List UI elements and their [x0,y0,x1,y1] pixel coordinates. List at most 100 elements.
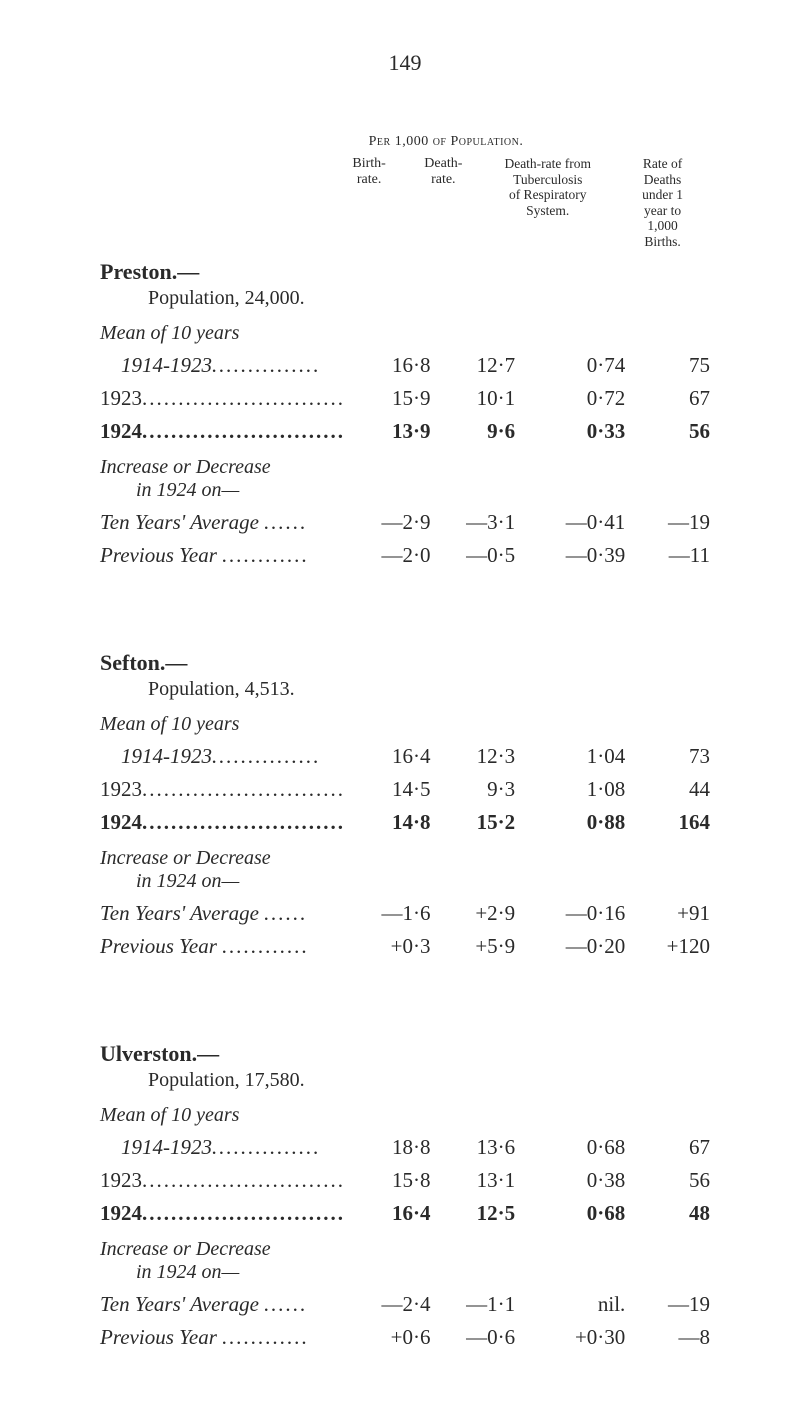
cell-c2: 9·6 [430,419,515,444]
cell-c1: 15·8 [350,1168,430,1193]
row-label: 1924............................ [100,810,350,835]
row-label: Ten Years' Average ...... [100,510,350,535]
row-label: Ten Years' Average ...... [100,901,350,926]
cell-c2: 15·2 [430,810,515,835]
cell-c2: —1·1 [430,1292,515,1317]
row-label: 1923............................ [100,1168,350,1193]
increase-decrease-sub: in 1924 on— [136,870,710,893]
row-label: 1914-1923............... [100,744,350,769]
row-label: Ten Years' Average ...... [100,1292,350,1317]
cell-c2: —3·1 [430,510,515,535]
cell-c1: +0·3 [350,934,430,959]
cell-c2: 12·7 [430,353,515,378]
row-label: 1923............................ [100,777,350,802]
cell-c2: +2·9 [430,901,515,926]
increase-decrease-label: Increase or Decrease [100,1238,710,1261]
population: Population, 17,580. [148,1069,710,1092]
cell-c3: —0·16 [515,901,625,926]
delta-row: Ten Years' Average ......—2·4—1·1nil.—19 [100,1292,710,1317]
cell-c3: —0·41 [515,510,625,535]
header-per-1000: Per 1,000 of Population. [332,134,560,150]
delta-row: Previous Year ............+0·6—0·6+0·30—… [100,1325,710,1350]
increase-decrease-sub: in 1924 on— [136,1261,710,1284]
data-row: 1923............................15·910·1… [100,386,710,411]
row-label: Previous Year ............ [100,934,350,959]
data-row: 1924............................16·412·5… [100,1201,710,1226]
population: Population, 4,513. [148,678,710,701]
sub-column-headers: Birth- rate. Death- rate. Death-rate fro… [100,156,710,249]
cell-c1: —2·4 [350,1292,430,1317]
delta-row: Previous Year ............—2·0—0·5—0·39—… [100,543,710,568]
cell-c1: 15·9 [350,386,430,411]
cell-c1: 14·8 [350,810,430,835]
cell-c1: 14·5 [350,777,430,802]
population: Population, 24,000. [148,287,710,310]
cell-c4: —8 [625,1325,710,1350]
cell-c3: nil. [515,1292,625,1317]
cell-c1: 13·9 [350,419,430,444]
city-block: Ulverston.—Population, 17,580. Mean of 10… [100,1041,710,1350]
data-row: 1923............................15·813·1… [100,1168,710,1193]
cell-c3: 0·74 [515,353,625,378]
city-name: Preston.— [100,259,710,285]
data-row: 1914-1923...............16·812·70·7475 [100,353,710,378]
row-label: 1923............................ [100,386,350,411]
cell-c3: 0·88 [515,810,625,835]
mean-label: Mean of 10 years [100,1104,710,1127]
data-row: 1914-1923...............18·813·60·6867 [100,1135,710,1160]
row-label: 1924............................ [100,419,350,444]
mean-label: Mean of 10 years [100,713,710,736]
header-rate-deaths: Rate of Deathsunder 1 year to 1,000 Birt… [615,156,710,249]
cell-c4: 73 [625,744,710,769]
cell-c3: 0·72 [515,386,625,411]
increase-decrease-label: Increase or Decrease [100,456,710,479]
cell-c4: 67 [625,1135,710,1160]
cell-c4: 56 [625,419,710,444]
cell-c4: 56 [625,1168,710,1193]
cell-c3: +0·30 [515,1325,625,1350]
data-row: 1924............................14·815·2… [100,810,710,835]
data-row: 1923............................14·59·31… [100,777,710,802]
page-number: 149 [100,50,710,76]
increase-decrease-label: Increase or Decrease [100,847,710,870]
header-spacer [100,134,332,150]
cell-c4: 48 [625,1201,710,1226]
cell-c2: +5·9 [430,934,515,959]
cell-c4: 164 [625,810,710,835]
cell-c4: —11 [625,543,710,568]
cell-c4: 75 [625,353,710,378]
city-name: Sefton.— [100,650,710,676]
cell-c2: 12·3 [430,744,515,769]
cell-c4: +91 [625,901,710,926]
cell-c4: —19 [625,1292,710,1317]
data-row: 1924............................13·99·60… [100,419,710,444]
cell-c4: —19 [625,510,710,535]
header-birth-rate: Birth- rate. [332,156,406,249]
cell-c1: —2·0 [350,543,430,568]
cell-c2: 9·3 [430,777,515,802]
cell-c1: 18·8 [350,1135,430,1160]
cell-c1: 16·8 [350,353,430,378]
delta-row: Ten Years' Average ......—1·6+2·9—0·16+9… [100,901,710,926]
data-row: 1914-1923...............16·412·31·0473 [100,744,710,769]
cell-c4: +120 [625,934,710,959]
cell-c2: 10·1 [430,386,515,411]
cell-c3: 0·38 [515,1168,625,1193]
cell-c2: —0·6 [430,1325,515,1350]
row-label: Previous Year ............ [100,543,350,568]
cell-c3: 0·68 [515,1201,625,1226]
row-label: 1924............................ [100,1201,350,1226]
mean-label: Mean of 10 years [100,322,710,345]
row-label: Previous Year ............ [100,1325,350,1350]
cell-c3: 0·68 [515,1135,625,1160]
cell-c4: 67 [625,386,710,411]
cell-c1: 16·4 [350,744,430,769]
cell-c1: 16·4 [350,1201,430,1226]
row-label: 1914-1923............... [100,353,350,378]
city-name: Ulverston.— [100,1041,710,1067]
cell-c2: 13·6 [430,1135,515,1160]
header-death-rate: Death- rate. [406,156,480,249]
cell-c4: 44 [625,777,710,802]
cell-c2: —0·5 [430,543,515,568]
delta-row: Ten Years' Average ......—2·9—3·1—0·41—1… [100,510,710,535]
